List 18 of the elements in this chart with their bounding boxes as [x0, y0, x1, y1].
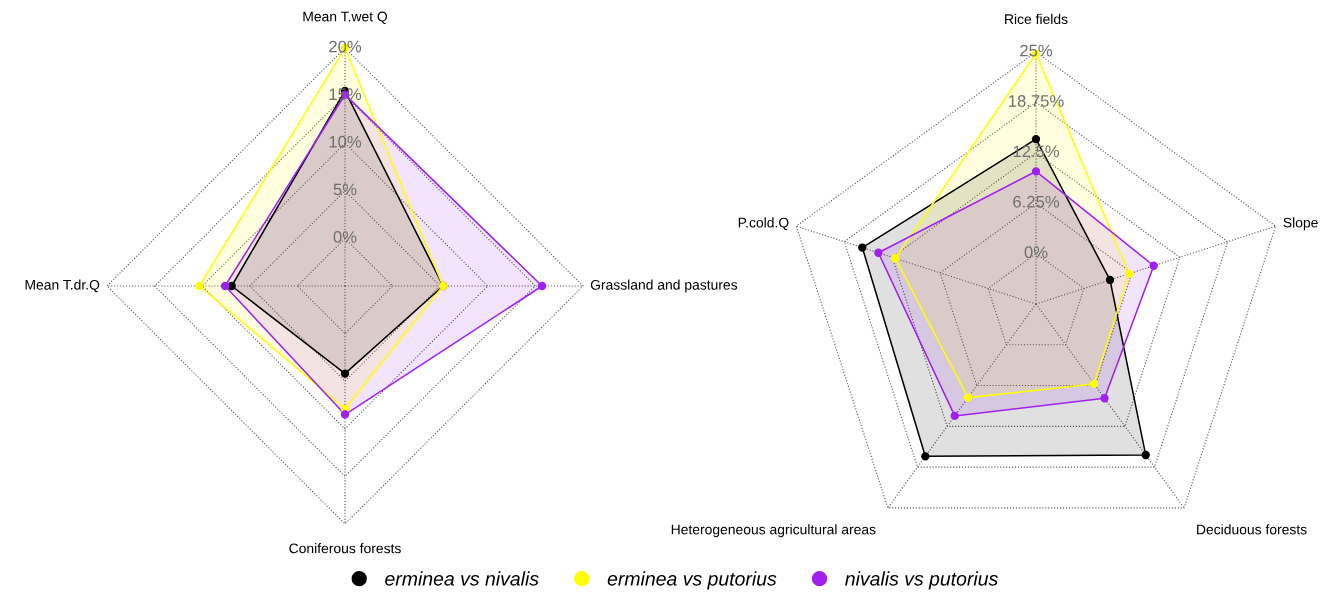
spoke-label: Deciduous forests: [1197, 524, 1307, 535]
spoke-label: Rice fields: [1005, 13, 1068, 25]
y-tick-label: 25%: [1020, 44, 1053, 57]
legend-label: erminea vs putorius: [607, 571, 777, 590]
spoke-label: Mean T.dr.Q: [25, 279, 100, 293]
spoke-label: Mean T.wet Q: [303, 11, 388, 24]
y-tick-label: 10%: [329, 135, 362, 148]
y-tick-label: 0%: [333, 231, 357, 243]
y-tick-label: 5%: [333, 183, 357, 196]
legend-label: nivalis vs putorius: [845, 571, 998, 590]
spoke-label: Grassland and pastures: [590, 279, 738, 293]
spoke-label: Coniferous forests: [289, 543, 401, 554]
spoke-label: P.cold.Q: [738, 217, 789, 231]
y-tick-label: 0%: [1024, 246, 1048, 259]
spoke-label: Heterogeneous agricultural areas: [671, 524, 876, 538]
legend-label: erminea vs nivalis: [385, 571, 539, 586]
y-tick-label: 6.25%: [1013, 195, 1060, 208]
spoke-label: Slope: [1283, 217, 1318, 231]
